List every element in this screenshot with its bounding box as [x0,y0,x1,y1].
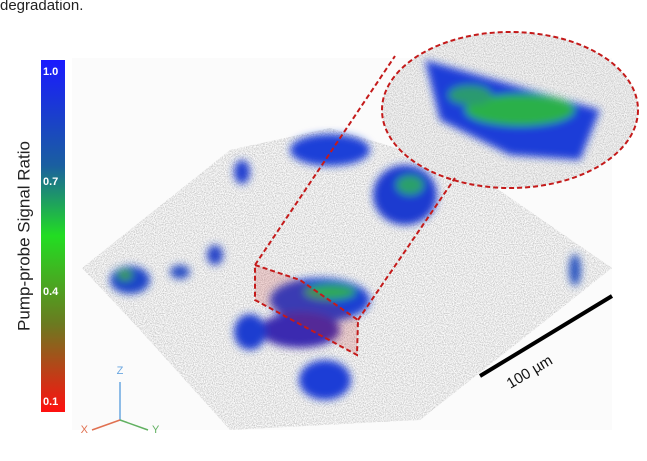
axis-y-label: Y [152,424,160,436]
colorbar [41,60,65,412]
figure: degradation. 1.00.70.40.1 Pump-pro [0,0,647,461]
colorbar-tick-label: 0.4 [43,286,59,298]
axis-x-label: X [81,424,89,436]
axis-z-label: Z [117,365,124,377]
figure-canvas: degradation. 1.00.70.40.1 Pump-pro [0,0,647,461]
colorbar-tick-label: 0.7 [43,176,58,188]
caption-fragment: degradation. [0,0,83,14]
colorbar-tick-label: 1.0 [43,66,58,78]
colorbar-label: Pump-probe Signal Ratio [14,141,33,331]
colorbar-tick-label: 0.1 [43,396,58,408]
